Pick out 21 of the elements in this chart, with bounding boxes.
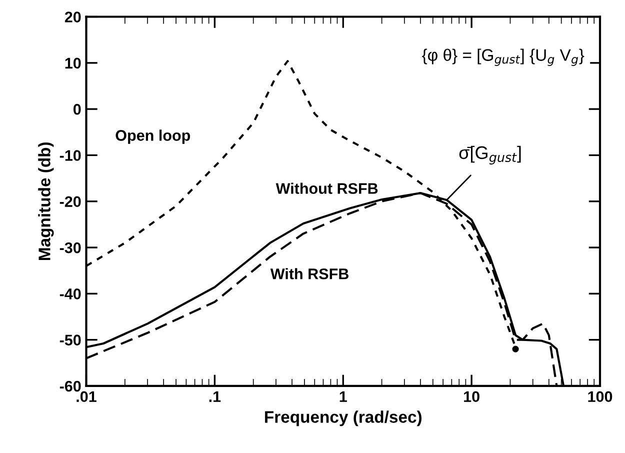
- y-tick-label: -20: [60, 196, 81, 208]
- y-tick-label: -30: [60, 242, 81, 254]
- annotation: σ̄[G$_{gust}$]: [459, 146, 521, 164]
- y-axis-title: Magnitude (db): [38, 142, 54, 260]
- y-tick-label: -60: [60, 380, 81, 392]
- x-tick-label: 10: [464, 391, 480, 402]
- y-tick-label: -10: [60, 150, 81, 161]
- y-tick-label: 20: [64, 12, 81, 22]
- series-label: Without RSFB: [276, 182, 378, 194]
- text: Open loop: [116, 130, 190, 144]
- x-axis-title: Frequency (rad/sec): [265, 410, 422, 426]
- x-tick-label: .1: [209, 391, 221, 402]
- y-tick-label: 0: [73, 104, 81, 115]
- annotation: {φ θ} = [G$_{gust}$] {U$_{g}$ V$_{g}$}: [422, 48, 584, 66]
- y-tick-label: -50: [60, 334, 81, 346]
- y-tick-label: 10: [65, 58, 81, 69]
- series-label: With RSFB: [270, 268, 348, 280]
- y-tick-label: -40: [60, 288, 81, 300]
- x-tick-label: .01: [76, 391, 96, 402]
- x-tick-label: 1: [340, 391, 347, 402]
- x-tick-label: 100: [588, 391, 612, 402]
